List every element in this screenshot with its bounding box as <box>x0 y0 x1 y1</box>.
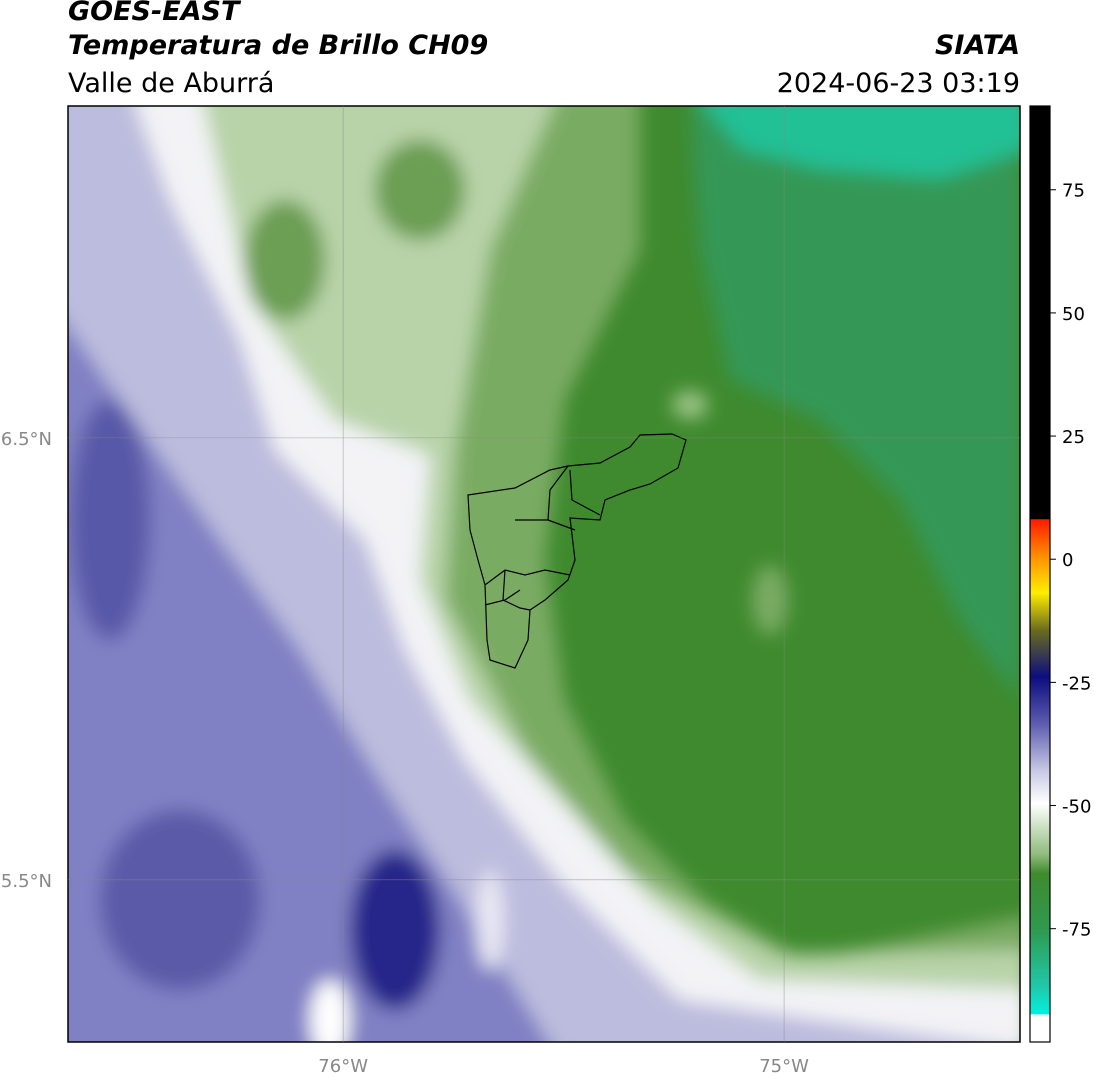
x-tick-label: 75°W <box>759 1056 809 1077</box>
colorbar-tick-label: 50 <box>1062 304 1085 325</box>
colorbar-tick-label: -25 <box>1062 673 1091 694</box>
colorbar <box>1029 105 1051 1043</box>
municipal-boundaries <box>467 433 687 669</box>
title: GOES-EAST <box>68 0 242 27</box>
map-frame <box>67 105 1021 1043</box>
colorbar-tick-label: 0 <box>1062 550 1073 571</box>
region: Valle de Aburrá <box>68 68 274 99</box>
subtitle: Temperatura de Brillo CH09 <box>68 30 488 61</box>
source: SIATA <box>935 30 1020 61</box>
colorbar-tick-label: -75 <box>1062 920 1091 941</box>
colorbar-tick-label: 75 <box>1062 181 1085 202</box>
colorbar-tick-label: 25 <box>1062 427 1085 448</box>
x-tick-label: 76°W <box>318 1056 368 1077</box>
y-tick-label: 5.5°N <box>1 871 52 892</box>
map-image <box>68 106 1020 1042</box>
y-tick-label: 6.5°N <box>1 429 52 450</box>
colorbar-tick-label: -50 <box>1062 797 1091 818</box>
timestamp: 2024-06-23 03:19 <box>777 68 1020 99</box>
